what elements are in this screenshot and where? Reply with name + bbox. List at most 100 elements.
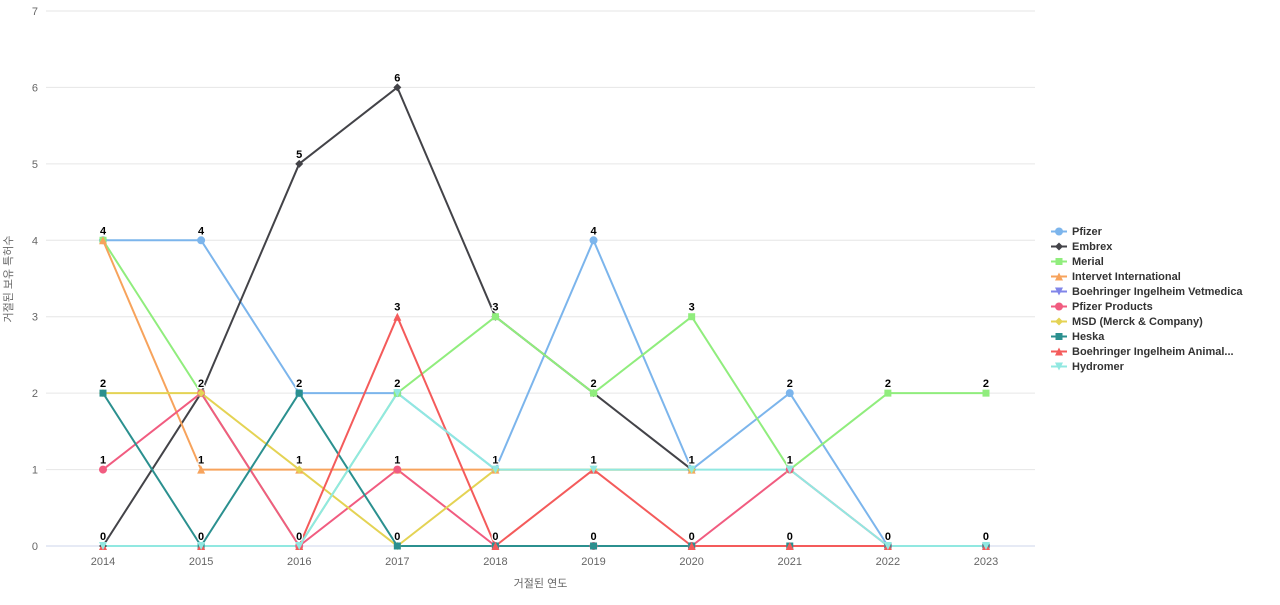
data-point-pfizer-2019[interactable]	[589, 236, 598, 245]
data-point-pfizer-products-2014[interactable]	[99, 465, 107, 474]
data-label: 1	[100, 455, 106, 467]
data-point-hydromer-2022[interactable]	[883, 542, 892, 550]
legend-label: Merial	[1072, 255, 1104, 268]
data-point-merial-2023[interactable]	[982, 389, 990, 397]
data-label: 5	[296, 149, 302, 161]
x-tick-label: 2015	[189, 556, 213, 568]
data-point-intervet-international-2015[interactable]	[197, 465, 206, 474]
data-point-hydromer-2014[interactable]	[99, 542, 107, 550]
legend-item-merial[interactable]: Merial	[1051, 254, 1243, 269]
legend-label: Intervet International	[1072, 270, 1181, 283]
legend-label: Heska	[1072, 330, 1105, 343]
data-label: 1	[394, 455, 400, 467]
legend-label: Boehringer Ingelheim Vetmedica	[1072, 285, 1243, 298]
data-point-hydromer-2017[interactable]	[393, 389, 402, 398]
legend-item-msd-merck-company[interactable]: MSD (Merck & Company)	[1051, 314, 1243, 329]
legend-item-intervet-international[interactable]: Intervet International	[1051, 269, 1243, 284]
data-label: 0	[983, 531, 989, 543]
data-label: 1	[689, 455, 695, 467]
data-point-boehringer-ingelheim-animal--2020[interactable]	[687, 542, 696, 550]
legend-label: Pfizer Products	[1072, 300, 1153, 313]
data-point-hydromer-2019[interactable]	[589, 465, 598, 474]
legend-marker-icon	[1051, 302, 1067, 311]
y-tick-label: 4	[32, 235, 38, 247]
legend-item-boehringer-ingelheim-animal[interactable]: Boehringer Ingelheim Animal...	[1051, 344, 1243, 359]
data-point-heska-2017[interactable]	[393, 542, 401, 550]
series-line-intervet-international	[102, 239, 693, 471]
x-axis-title: 거절된 연도	[513, 578, 568, 590]
data-point-embrex-2016[interactable]	[295, 159, 304, 168]
data-point-pfizer-2021[interactable]	[785, 389, 794, 398]
data-label: 6	[394, 72, 400, 84]
data-point-merial-2018[interactable]	[491, 313, 499, 321]
legend-item-pfizer-products[interactable]: Pfizer Products	[1051, 299, 1243, 314]
legend-item-pfizer[interactable]: Pfizer	[1051, 224, 1243, 239]
data-label: 1	[296, 455, 302, 467]
legend-symbol	[1055, 258, 1063, 265]
data-point-heska-2016[interactable]	[295, 389, 303, 397]
series-line-hydromer	[102, 392, 987, 547]
y-tick-label: 1	[32, 465, 38, 477]
legend-item-boehringer-ingelheim-vetmedica[interactable]: Boehringer Ingelheim Vetmedica	[1051, 284, 1243, 299]
legend: Pfizer Embrex Merial Intervet Internatio…	[1051, 224, 1243, 374]
data-point-pfizer-2015[interactable]	[197, 236, 206, 245]
legend-label: Pfizer	[1072, 225, 1102, 238]
x-tick-label: 2022	[876, 556, 900, 568]
data-point-hydromer-2016[interactable]	[295, 542, 304, 550]
data-point-intervet-international-2014[interactable]	[99, 236, 107, 245]
data-label: 3	[689, 302, 695, 314]
data-point-merial-2020[interactable]	[688, 313, 696, 321]
data-label: 2	[787, 378, 793, 390]
data-label: 3	[394, 302, 400, 314]
data-point-pfizer-products-2017[interactable]	[393, 465, 402, 474]
data-label: 0	[198, 531, 204, 543]
data-label: 2	[198, 378, 204, 390]
data-label: 0	[787, 531, 793, 543]
data-label: 0	[394, 531, 400, 543]
legend-marker-icon	[1051, 347, 1067, 356]
legend-marker-icon	[1051, 317, 1067, 326]
legend-item-hydromer[interactable]: Hydromer	[1051, 359, 1243, 374]
data-label: 2	[394, 378, 400, 390]
data-point-hydromer-2018[interactable]	[491, 465, 500, 474]
legend-symbol	[1055, 242, 1063, 251]
data-label: 0	[100, 531, 106, 543]
data-point-heska-2014[interactable]	[99, 389, 107, 397]
legend-symbol	[1055, 362, 1063, 371]
data-point-boehringer-ingelheim-animal--2018[interactable]	[491, 542, 500, 550]
data-point-boehringer-ingelheim-animal--2021[interactable]	[785, 542, 794, 550]
data-label: 1	[787, 455, 793, 467]
data-label: 2	[983, 378, 989, 390]
x-tick-label: 2018	[483, 556, 507, 568]
legend-marker-icon	[1051, 333, 1067, 340]
legend-marker-icon	[1051, 227, 1067, 236]
data-point-msd-merck-company--2016[interactable]	[295, 465, 304, 474]
data-label: 4	[198, 225, 205, 237]
data-point-hydromer-2020[interactable]	[687, 465, 696, 474]
data-label: 2	[885, 378, 891, 390]
x-tick-label: 2014	[91, 556, 115, 568]
legend-item-heska[interactable]: Heska	[1051, 329, 1243, 344]
data-point-merial-2022[interactable]	[884, 389, 892, 397]
data-point-heska-2019[interactable]	[590, 542, 598, 550]
legend-marker-icon	[1051, 362, 1067, 371]
data-point-hydromer-2021[interactable]	[785, 465, 794, 474]
data-label: 3	[492, 302, 498, 314]
x-tick-label: 2019	[581, 556, 605, 568]
legend-label: Boehringer Ingelheim Animal...	[1072, 345, 1234, 358]
legend-marker-icon	[1051, 287, 1067, 296]
legend-symbol	[1055, 227, 1063, 236]
data-point-merial-2019[interactable]	[590, 389, 598, 397]
x-tick-label: 2016	[287, 556, 311, 568]
y-tick-label: 5	[32, 159, 38, 171]
data-point-msd-merck-company--2015[interactable]	[197, 389, 206, 398]
legend-item-embrex[interactable]: Embrex	[1051, 239, 1243, 254]
legend-symbol	[1055, 333, 1063, 340]
data-point-hydromer-2023[interactable]	[981, 542, 990, 550]
y-tick-label: 6	[32, 82, 38, 94]
data-point-hydromer-2015[interactable]	[197, 542, 206, 550]
data-point-embrex-2017[interactable]	[393, 83, 402, 92]
data-point-boehringer-ingelheim-animal--2017[interactable]	[393, 312, 402, 321]
data-label: 0	[689, 531, 695, 543]
